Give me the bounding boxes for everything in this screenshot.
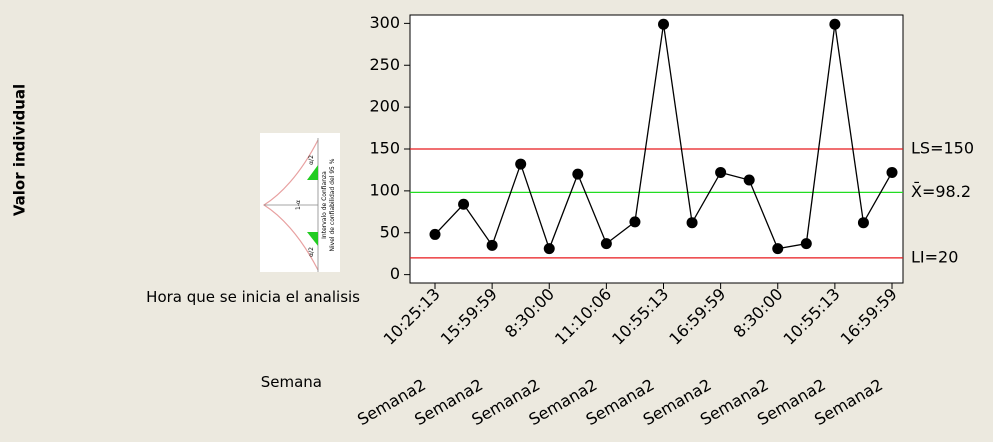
data-point <box>658 18 669 30</box>
data-point <box>829 18 841 30</box>
y-tick-label: 200 <box>369 97 400 116</box>
inset: Intervalo de Confianza Nivel de confiabi… <box>260 133 340 272</box>
inset-bg <box>260 133 340 272</box>
data-point <box>458 198 470 210</box>
control-line-label: LI=20 <box>911 247 958 266</box>
inset-text: Intervalo de Confianza <box>321 171 328 239</box>
data-point <box>572 168 584 180</box>
y-tick-label: 0 <box>390 264 400 283</box>
data-point <box>886 166 898 178</box>
data-point <box>772 243 784 255</box>
tail-top <box>307 165 318 180</box>
inset-text: α/2 <box>308 155 315 165</box>
inset-text: Nivel de confiabilidad del 95 % <box>329 158 336 251</box>
data-point <box>429 228 441 240</box>
y-tick-label: 250 <box>369 55 400 74</box>
data-point <box>686 217 698 229</box>
inset-text: α/2 <box>308 247 315 257</box>
x-row2-label: Semana <box>261 373 322 391</box>
data-point <box>857 217 869 229</box>
data-point <box>800 238 812 250</box>
y-axis-label: Valor individual <box>11 84 29 216</box>
data-point <box>715 166 727 178</box>
control-line-label: LS=150 <box>911 139 974 158</box>
y-tick-label: 150 <box>369 139 400 158</box>
data-point <box>486 239 498 251</box>
y-tick-label: 300 <box>369 13 400 32</box>
y-tick-label: 50 <box>380 222 400 241</box>
tail-bottom <box>307 232 318 246</box>
data-point <box>743 174 755 186</box>
inset-text: 1-α <box>295 200 302 210</box>
control-line-label: X̄=98.2 <box>911 182 971 201</box>
y-tick-label: 100 <box>369 180 400 199</box>
x-row-label: Hora que se inicia el analisis <box>146 288 360 306</box>
data-point <box>515 158 527 170</box>
data-point <box>629 216 641 228</box>
data-point <box>600 238 612 250</box>
data-point <box>543 243 555 255</box>
